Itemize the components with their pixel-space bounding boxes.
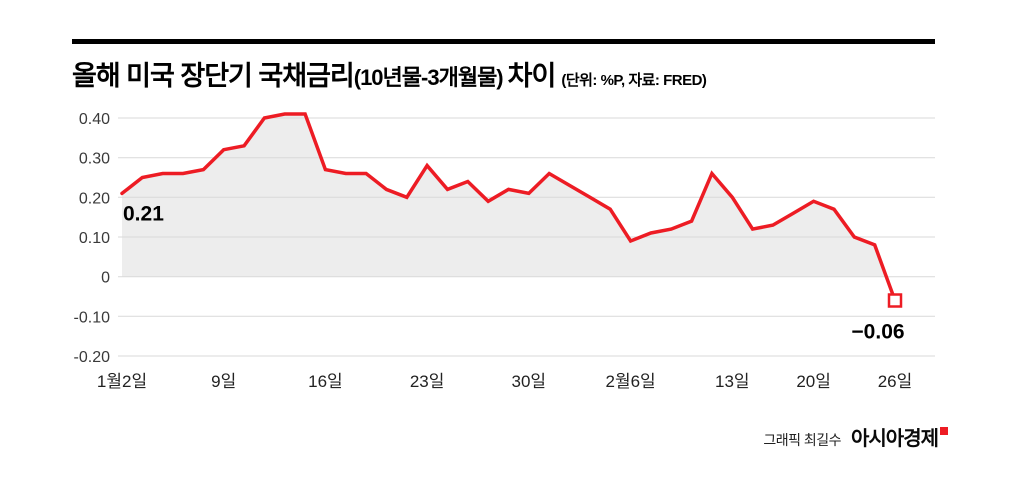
x-axis-label: 23일	[410, 372, 445, 391]
spread-chart: 0.40 0.30 0.20 0.10 0 -0.10 -0.20 1월2일 9일 16일 23일 3…	[74, 111, 935, 391]
chart-title-paren: (10년물-3개월물)	[353, 65, 504, 90]
x-axis-label: 13일	[715, 372, 750, 391]
chart-title-main: 올해 미국 장단기 국채금리	[72, 61, 355, 91]
y-axis-label: 0.30	[79, 151, 110, 168]
y-axis-label: 0.20	[79, 190, 110, 207]
x-axis-label: 16일	[308, 372, 343, 391]
title-rule	[72, 39, 935, 44]
y-axis-label: 0.40	[79, 111, 110, 128]
x-axis-label: 2월6일	[605, 372, 655, 391]
x-axis-label: 30일	[512, 372, 547, 391]
spread-line	[120, 112, 897, 303]
chart-unit-note: (단위: %P, 자료: FRED)	[561, 72, 707, 89]
y-axis-label: -0.10	[74, 309, 111, 326]
credit-text: 그래픽 최길수	[763, 432, 841, 448]
chart-title: 올해 미국 장단기 국채금리 (10년물-3개월물) 차이 (단위: %P, 자…	[72, 54, 707, 93]
chart-title-suffix: 차이	[507, 61, 557, 91]
x-axis-label: 9일	[211, 372, 236, 391]
area-fill	[122, 114, 887, 277]
x-axis-label: 1월2일	[97, 372, 147, 391]
x-axis-label: 20일	[796, 372, 831, 391]
brand-name: 아시아경제	[851, 428, 939, 450]
end-marker	[887, 293, 903, 308]
x-axis-label: 26일	[878, 372, 913, 391]
y-axis-label: -0.20	[74, 349, 111, 366]
brand-logo-mark-icon	[940, 427, 948, 435]
y-axis-label: 0	[101, 270, 110, 287]
credit: 그래픽 최길수 아시아경제	[763, 422, 948, 451]
start-value-label: 0.21	[123, 202, 164, 225]
end-value-label: −0.06	[851, 321, 904, 344]
y-axis-label: 0.10	[79, 230, 110, 247]
